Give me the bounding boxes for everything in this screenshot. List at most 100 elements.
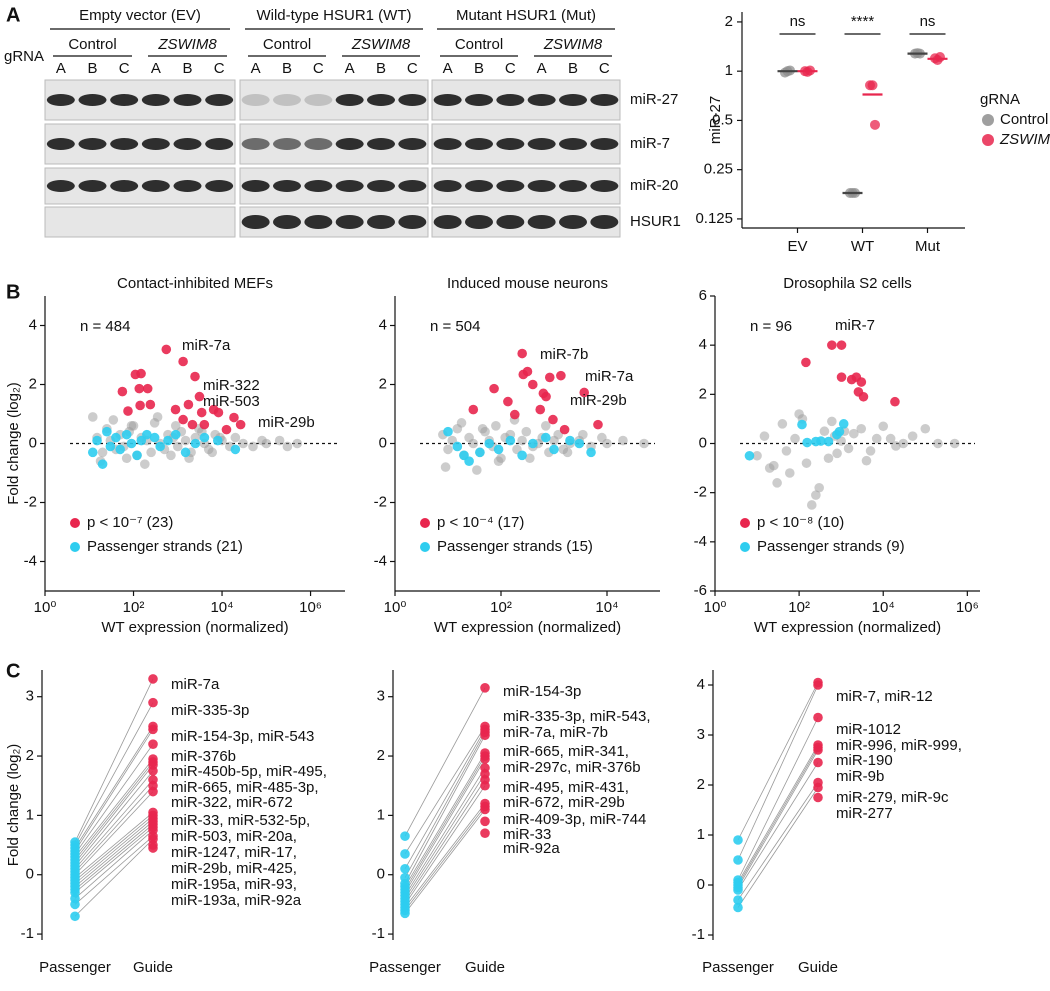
- guide-label: miR-195a, miR-93,: [171, 876, 297, 893]
- data-point: [121, 453, 132, 464]
- point-label: miR-322: [203, 377, 260, 394]
- point-label: miR-7: [835, 317, 875, 334]
- x-tick-label: 10⁶: [956, 599, 979, 616]
- blot-band: [304, 138, 333, 150]
- data-point: [802, 437, 812, 448]
- data-point: [827, 340, 837, 350]
- y-tick-label: 4: [697, 676, 705, 693]
- data-point: [148, 786, 158, 797]
- x-tick-label: WT: [851, 238, 874, 255]
- blot-band: [559, 215, 587, 229]
- y-tick-label: 0: [377, 866, 385, 883]
- lane-label: C: [119, 60, 130, 77]
- data-point: [527, 379, 538, 390]
- y-tick-label: 2: [699, 385, 707, 402]
- subgroup-label: Control: [455, 36, 503, 53]
- data-point: [135, 400, 145, 411]
- guide-label: miR-33: [503, 826, 551, 843]
- data-point: [858, 391, 869, 402]
- data-point: [865, 446, 876, 456]
- data-point: [856, 377, 867, 387]
- guide-label: miR-322, miR-672: [171, 794, 293, 811]
- data-point: [440, 462, 451, 472]
- data-point: [194, 391, 205, 402]
- data-point: [170, 429, 181, 440]
- blot-band: [433, 94, 462, 106]
- pair-line: [737, 684, 819, 861]
- blot-band: [46, 138, 75, 150]
- lane-label: B: [568, 60, 578, 77]
- data-point: [146, 447, 156, 458]
- data-point: [183, 399, 194, 410]
- blot-band: [273, 94, 301, 106]
- blot-band: [398, 94, 427, 106]
- pair-line: [74, 815, 154, 881]
- data-point: [102, 426, 112, 437]
- pair-line: [74, 823, 154, 890]
- data-point: [885, 433, 896, 444]
- blot-band: [273, 138, 301, 150]
- blot-band: [110, 138, 139, 150]
- pair-line: [404, 773, 486, 899]
- data-point: [920, 423, 931, 434]
- data-point: [111, 432, 121, 443]
- group-label: Wild-type HSUR1 (WT): [256, 7, 411, 24]
- legend-label: Passenger strands (21): [87, 538, 243, 555]
- row-label: HSUR1: [630, 213, 681, 230]
- annotation: n = 504: [430, 318, 480, 335]
- data-point: [781, 446, 792, 456]
- data-point: [733, 835, 743, 845]
- blot-band: [496, 180, 525, 192]
- data-point: [505, 435, 516, 446]
- data-point: [87, 447, 98, 458]
- blot-band: [141, 138, 170, 150]
- y-tick-label: 4: [29, 316, 37, 333]
- data-point: [856, 423, 867, 434]
- data-point: [602, 438, 612, 449]
- point-label: miR-503: [203, 393, 260, 410]
- pair-line: [74, 826, 154, 893]
- data-point: [935, 52, 945, 63]
- data-point: [522, 366, 533, 377]
- legend-label: p < 10⁻⁷ (23): [87, 514, 173, 531]
- pair-line: [404, 779, 486, 902]
- data-point: [768, 460, 779, 471]
- data-point: [823, 436, 834, 447]
- pair-line: [74, 835, 154, 905]
- blot-band: [398, 215, 427, 229]
- data-point: [132, 450, 142, 461]
- blot-band: [465, 94, 493, 106]
- data-point: [503, 396, 513, 407]
- lane-label: A: [345, 60, 355, 77]
- pair-line: [74, 702, 154, 846]
- blot-strip: [44, 167, 236, 205]
- data-point: [493, 456, 504, 467]
- data-point: [744, 450, 755, 461]
- data-point: [196, 407, 207, 418]
- blot-strip: [239, 167, 429, 205]
- data-point: [878, 421, 889, 432]
- blot-band: [398, 138, 427, 150]
- data-point: [70, 911, 80, 922]
- data-point: [149, 432, 160, 443]
- data-point: [199, 432, 210, 443]
- guide-label: miR-7, miR-12: [836, 688, 933, 705]
- x-tick-label: Guide: [133, 959, 173, 976]
- blot-strip: [44, 79, 236, 121]
- legend-marker: [982, 114, 994, 126]
- blot-band: [241, 180, 270, 192]
- significance-label: ns: [920, 13, 936, 30]
- data-point: [827, 416, 837, 427]
- blot-band: [496, 94, 525, 106]
- blot-band: [527, 215, 556, 229]
- data-point: [521, 426, 532, 437]
- blot-band: [590, 138, 619, 150]
- blot-band: [273, 180, 301, 192]
- data-point: [813, 757, 823, 768]
- pair-line: [74, 764, 154, 864]
- blot-band: [304, 180, 333, 192]
- legend-label: Passenger strands (9): [757, 538, 905, 555]
- group-label: Empty vector (EV): [79, 7, 201, 24]
- data-point: [292, 438, 303, 449]
- y-tick-label: -1: [692, 926, 705, 943]
